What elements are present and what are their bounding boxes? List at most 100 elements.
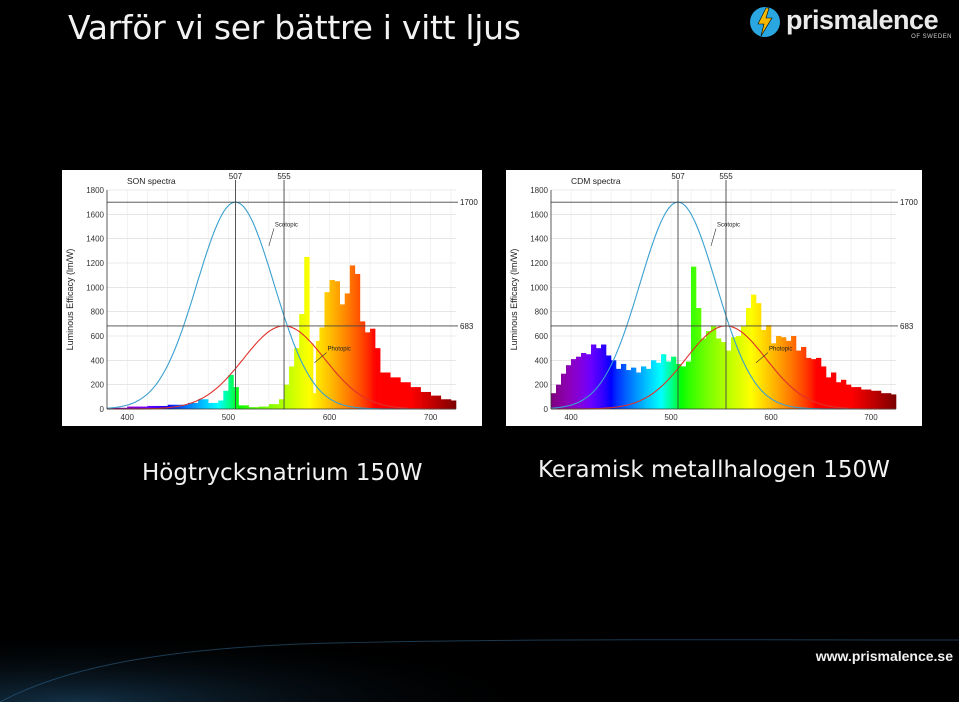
spectrum-bar <box>711 326 717 409</box>
spectrum-bar <box>721 342 727 409</box>
y-tick-label: 0 <box>544 405 549 414</box>
chart-title: SON spectra <box>127 176 176 186</box>
logo-subtitle: OF SWEDEN <box>911 34 952 40</box>
spectrum-bar <box>771 343 777 409</box>
spectrum-bar <box>786 340 792 409</box>
chart-title: CDM spectra <box>571 176 621 186</box>
x-tick-label: 400 <box>564 413 578 422</box>
x-tick-label: 500 <box>222 413 236 422</box>
y-tick-label: 800 <box>91 308 105 317</box>
spectrum-bar <box>676 363 682 409</box>
spectrum-bar <box>218 400 224 409</box>
spectrum-bar <box>576 356 582 409</box>
spectrum-bar <box>796 350 802 409</box>
spectrum-bar <box>248 407 260 409</box>
spectrum-bar <box>551 393 557 409</box>
spectrum-bar <box>167 404 189 409</box>
spectrum-bar <box>233 387 239 409</box>
scotopic-label: Scotopic <box>717 223 740 229</box>
y-tick-label: 400 <box>91 356 105 365</box>
spectrum-bar <box>147 405 168 409</box>
footer-url: www.prismalence.se <box>815 648 953 664</box>
cdm-spectra-chart: 507 555 1700 683 0 200 400 600 800 1000 1200 1400 16… <box>506 170 922 426</box>
y-tick-label: 1400 <box>530 235 548 244</box>
spectrum-bar <box>841 379 847 409</box>
chart-svg: 507 555 1700 683 0 200 400 600 800 1000 1200 1400 16… <box>65 172 478 422</box>
marker-label: 1700 <box>460 198 478 207</box>
spectrum-bar <box>566 365 572 409</box>
photopic-label: Photopic <box>769 347 792 353</box>
spectrum-bar <box>309 343 315 409</box>
spectrum-bar <box>596 348 602 409</box>
spectrum-bar <box>390 377 401 409</box>
spectrum-bar <box>851 387 862 409</box>
lightning-bolt-icon <box>750 7 780 37</box>
spectrum-bar <box>616 368 622 409</box>
spectrum-bar <box>304 256 310 409</box>
spectrum-bar <box>289 366 295 409</box>
y-tick-label: 0 <box>100 405 105 414</box>
x-tick-label: 700 <box>864 413 878 422</box>
spectrum-bar <box>349 265 356 409</box>
marker-label: 507 <box>671 172 685 181</box>
son-chart-caption: Högtrycksnatrium 150W <box>142 460 423 486</box>
spectrum-bar <box>891 394 897 409</box>
spectrum-bar <box>746 308 752 409</box>
spectrum-bar <box>636 372 642 409</box>
spectrum-bar <box>881 393 892 409</box>
spectrum-bar <box>223 390 229 409</box>
logo-text: prismalence <box>786 5 939 35</box>
spectrum-bar <box>430 395 442 409</box>
y-tick-label: 1600 <box>86 210 104 219</box>
spectrum-bar <box>811 359 817 409</box>
son-spectra-chart: 507 555 1700 683 0 200 400 600 800 1000 1200 1400 16… <box>62 170 482 426</box>
spectrum-bar <box>314 340 320 409</box>
spectrum-bar <box>294 348 300 409</box>
spectrum-bar <box>696 308 702 409</box>
spectrum-bar <box>375 348 381 409</box>
spectrum-bar <box>821 366 827 409</box>
y-tick-label: 1200 <box>86 259 104 268</box>
slide-title: Varför vi ser bättre i vitt ljus <box>68 8 521 47</box>
spectrum-bar <box>666 361 672 409</box>
spectrum-bar <box>586 354 592 409</box>
y-tick-label: 200 <box>91 381 105 390</box>
y-tick-label: 1000 <box>86 283 104 292</box>
x-tick-label: 400 <box>121 413 135 422</box>
spectrum-bar <box>208 402 219 409</box>
spectrum-bar <box>726 350 732 409</box>
spectrum-bar <box>344 293 351 409</box>
y-tick-label: 1600 <box>530 210 548 219</box>
x-tick-label: 500 <box>664 413 678 422</box>
marker-label: 555 <box>277 172 291 181</box>
spectrum-bar <box>107 407 128 409</box>
spectrum-bar <box>284 384 290 409</box>
spectrum-bar <box>400 382 411 409</box>
spectrum-bar <box>450 400 457 409</box>
spectrum-bar <box>581 353 587 409</box>
spectrum-bar <box>651 360 657 409</box>
marker-label: 683 <box>900 322 914 331</box>
spectrum-bar <box>561 373 567 409</box>
x-tick-label: 600 <box>764 413 778 422</box>
x-tick-label: 600 <box>323 413 337 422</box>
y-tick-label: 1400 <box>86 235 104 244</box>
spectrum-bar <box>626 370 632 409</box>
y-axis-label: Luminous Efficacy (lm/W) <box>65 249 75 351</box>
spectrum-bar <box>621 363 627 409</box>
marker-label: 507 <box>229 172 243 181</box>
spectrum-bar <box>329 280 335 409</box>
spectrum-bar <box>831 372 837 409</box>
spectrum-bar <box>359 321 366 409</box>
decorative-swoosh <box>0 560 959 702</box>
chart-svg: 507 555 1700 683 0 200 400 600 800 1000 1200 1400 16… <box>509 172 918 422</box>
spectrum-bar <box>766 325 772 409</box>
spectrum-bar <box>420 391 432 409</box>
spectrum-bar <box>776 336 782 409</box>
spectrum-bar <box>871 390 882 409</box>
spectrum-bar <box>187 402 199 409</box>
y-tick-label: 600 <box>535 332 549 341</box>
marker-label: 1700 <box>900 198 918 207</box>
spectrum-bar <box>661 354 667 409</box>
spectrum-bar <box>801 346 807 409</box>
